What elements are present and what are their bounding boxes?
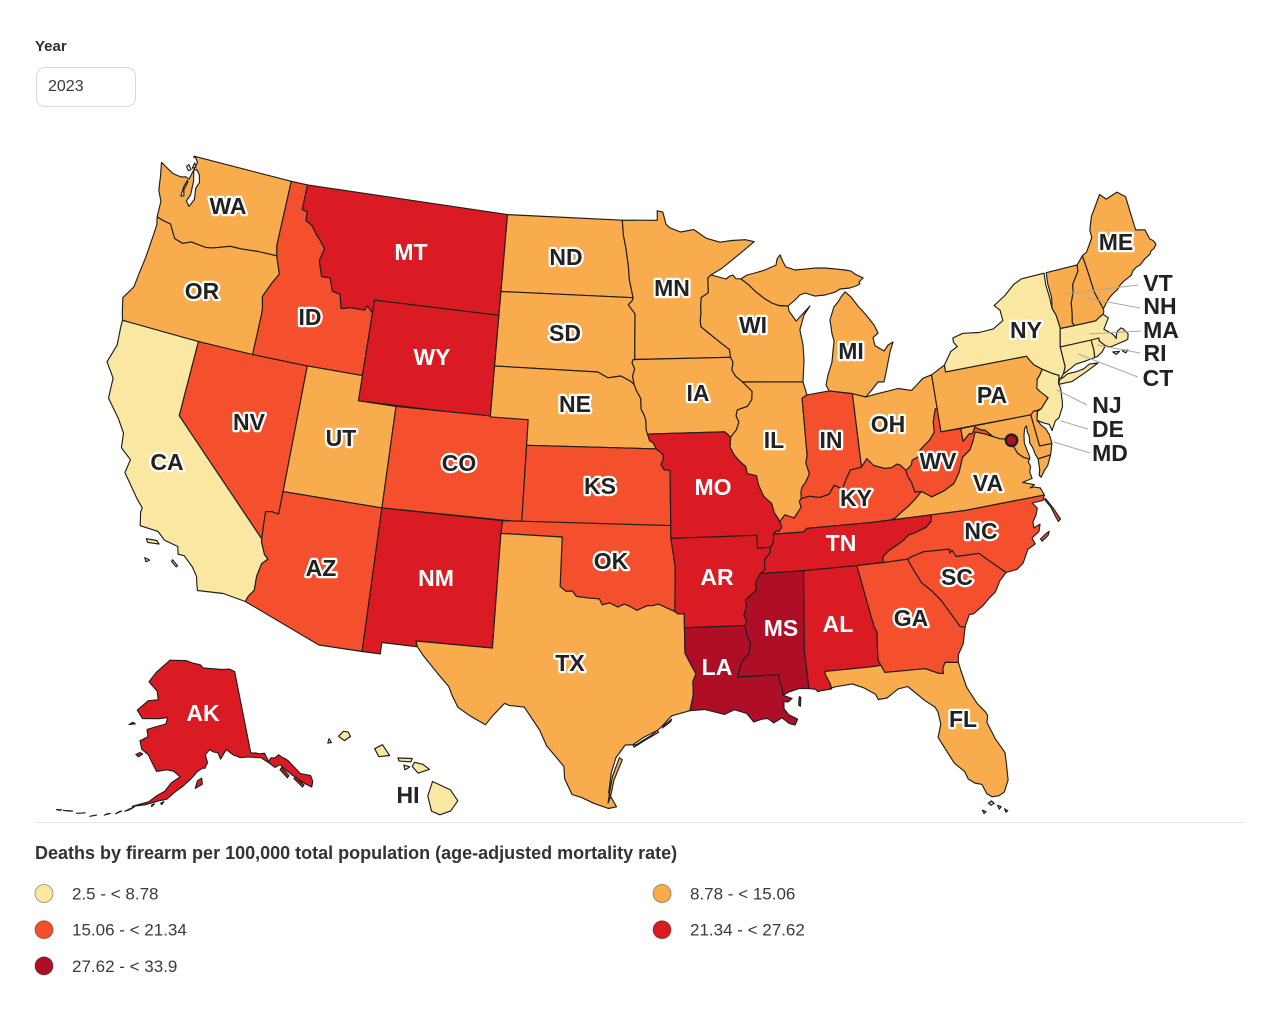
svg-text:VT: VT <box>1143 270 1172 296</box>
svg-text:KS: KS <box>584 473 616 499</box>
svg-text:WV: WV <box>919 448 957 474</box>
svg-text:CA: CA <box>150 449 183 475</box>
svg-text:DE: DE <box>1092 416 1124 442</box>
svg-text:LA: LA <box>702 654 733 680</box>
svg-text:AL: AL <box>823 611 854 637</box>
svg-text:SC: SC <box>941 564 973 590</box>
svg-text:TX: TX <box>555 650 585 676</box>
svg-text:NJ: NJ <box>1092 392 1121 418</box>
svg-text:NC: NC <box>964 518 997 544</box>
svg-text:ME: ME <box>1099 229 1134 255</box>
svg-text:MA: MA <box>1143 317 1179 343</box>
svg-text:AR: AR <box>700 564 734 590</box>
svg-text:WI: WI <box>739 312 767 338</box>
svg-text:ID: ID <box>299 304 322 330</box>
svg-text:MD: MD <box>1092 440 1128 466</box>
svg-text:VT: VT <box>1143 270 1172 296</box>
svg-text:CA: CA <box>150 449 183 475</box>
svg-text:SD: SD <box>549 320 581 346</box>
svg-text:IN: IN <box>820 427 843 453</box>
svg-text:OH: OH <box>871 411 906 437</box>
svg-text:ID: ID <box>299 304 322 330</box>
svg-text:OR: OR <box>185 278 220 304</box>
svg-text:CO: CO <box>442 450 477 476</box>
svg-text:PA: PA <box>977 382 1007 408</box>
svg-text:MS: MS <box>764 615 799 641</box>
svg-text:AZ: AZ <box>306 555 337 581</box>
svg-text:DE: DE <box>1092 416 1124 442</box>
svg-text:OR: OR <box>185 278 220 304</box>
svg-text:OK: OK <box>594 548 629 574</box>
svg-text:IL: IL <box>764 427 784 453</box>
svg-text:UT: UT <box>326 425 357 451</box>
svg-text:MO: MO <box>694 474 731 500</box>
svg-text:PA: PA <box>977 382 1007 408</box>
svg-text:OK: OK <box>594 548 629 574</box>
svg-text:ND: ND <box>549 244 582 270</box>
svg-text:21.34 - < 27.62: 21.34 - < 27.62 <box>690 921 805 940</box>
svg-text:NV: NV <box>233 409 266 435</box>
svg-text:2.5 - < 8.78: 2.5 - < 8.78 <box>72 885 158 904</box>
svg-text:NH: NH <box>1143 293 1176 319</box>
svg-text:27.62 - < 33.9: 27.62 - < 33.9 <box>72 957 177 976</box>
svg-text:WY: WY <box>413 344 450 370</box>
svg-text:TX: TX <box>555 650 585 676</box>
svg-text:MN: MN <box>654 275 690 301</box>
svg-text:KS: KS <box>584 473 616 499</box>
svg-text:AZ: AZ <box>306 555 337 581</box>
svg-text:HI: HI <box>397 782 420 808</box>
svg-text:15.06 - < 21.34: 15.06 - < 21.34 <box>72 921 187 940</box>
svg-text:MT: MT <box>394 239 427 265</box>
svg-text:MI: MI <box>838 338 864 364</box>
svg-text:IL: IL <box>764 427 784 453</box>
svg-text:NY: NY <box>1010 317 1042 343</box>
svg-text:8.78 - < 15.06: 8.78 - < 15.06 <box>690 885 795 904</box>
svg-text:FL: FL <box>949 706 977 732</box>
svg-text:MD: MD <box>1092 440 1128 466</box>
svg-text:ME: ME <box>1099 229 1134 255</box>
svg-text:WV: WV <box>919 448 957 474</box>
svg-text:VA: VA <box>973 470 1003 496</box>
svg-text:RI: RI <box>1144 340 1167 366</box>
svg-text:RI: RI <box>1144 340 1167 366</box>
svg-text:VA: VA <box>973 470 1003 496</box>
svg-text:NE: NE <box>559 391 591 417</box>
svg-text:NJ: NJ <box>1092 392 1121 418</box>
svg-text:ND: ND <box>549 244 582 270</box>
svg-text:SC: SC <box>941 564 973 590</box>
svg-text:GA: GA <box>894 605 929 631</box>
svg-text:WA: WA <box>209 193 246 219</box>
svg-text:CT: CT <box>1143 365 1174 391</box>
svg-text:OH: OH <box>871 411 906 437</box>
svg-text:MI: MI <box>838 338 864 364</box>
svg-text:NV: NV <box>233 409 266 435</box>
svg-text:NC: NC <box>964 518 997 544</box>
svg-text:GA: GA <box>894 605 929 631</box>
svg-text:NH: NH <box>1143 293 1176 319</box>
svg-text:NM: NM <box>418 565 454 591</box>
svg-text:NY: NY <box>1010 317 1042 343</box>
svg-text:WI: WI <box>739 312 767 338</box>
svg-text:KY: KY <box>840 485 872 511</box>
svg-text:HI: HI <box>397 782 420 808</box>
svg-text:WA: WA <box>209 193 246 219</box>
svg-text:TN: TN <box>826 530 857 556</box>
svg-text:IA: IA <box>687 380 710 406</box>
svg-text:NE: NE <box>559 391 591 417</box>
svg-text:IN: IN <box>820 427 843 453</box>
svg-text:MA: MA <box>1143 317 1179 343</box>
svg-text:CT: CT <box>1143 365 1174 391</box>
svg-text:SD: SD <box>549 320 581 346</box>
svg-text:AK: AK <box>186 700 220 726</box>
svg-text:UT: UT <box>326 425 357 451</box>
svg-text:KY: KY <box>840 485 872 511</box>
svg-text:FL: FL <box>949 706 977 732</box>
svg-text:MN: MN <box>654 275 690 301</box>
svg-text:IA: IA <box>687 380 710 406</box>
svg-text:CO: CO <box>442 450 477 476</box>
